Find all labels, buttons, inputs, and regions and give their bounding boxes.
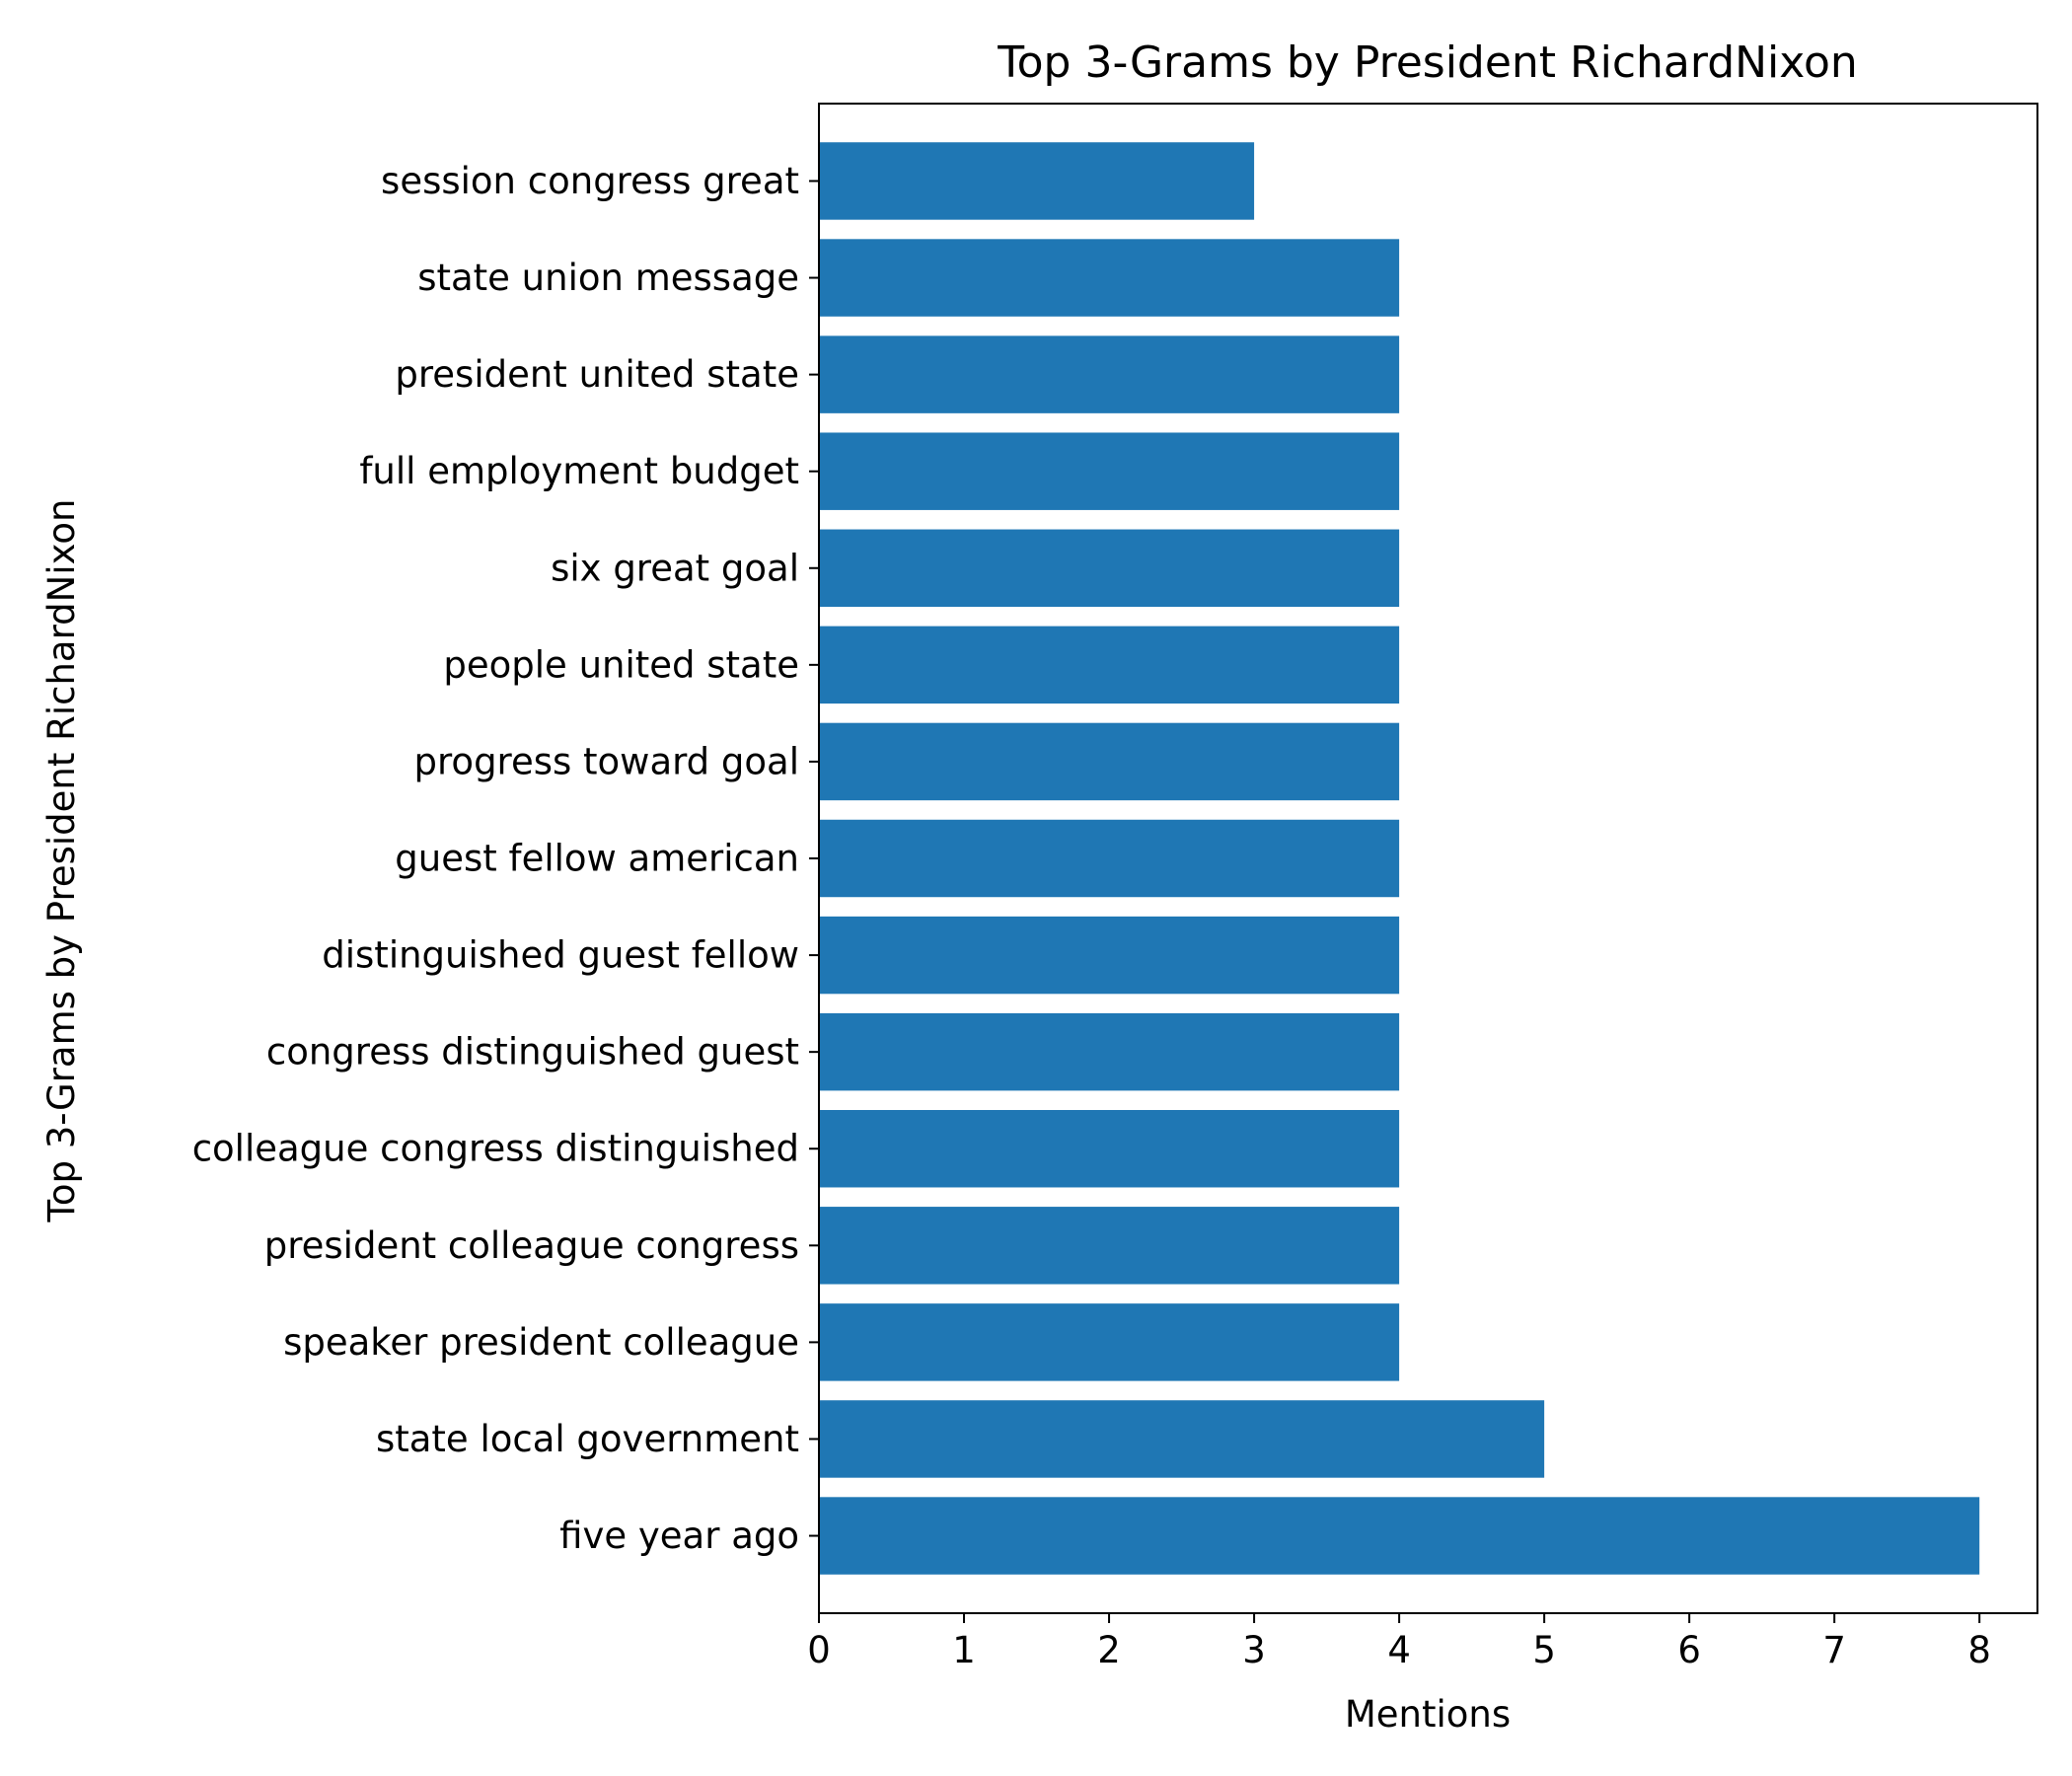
y-tick-label: people united state	[443, 643, 799, 686]
bar	[819, 142, 1255, 220]
x-axis-ticks: 0 1 2 3 4 5 6 7 8	[807, 1613, 1991, 1671]
x-tick-label: 0	[807, 1629, 831, 1671]
y-tick-label: congress distinguished guest	[266, 1031, 799, 1073]
chart-title: Top 3-Grams by President RichardNixon	[997, 37, 1858, 88]
bar	[819, 1012, 1400, 1091]
x-tick-label: 1	[952, 1629, 976, 1671]
x-tick-label: 6	[1677, 1629, 1701, 1671]
bar	[819, 1207, 1400, 1285]
y-tick-label: colleague congress distinguished	[192, 1128, 799, 1170]
x-tick-label: 3	[1242, 1629, 1266, 1671]
bars-group	[819, 142, 1980, 1575]
bar	[819, 819, 1400, 898]
x-tick-label: 7	[1822, 1629, 1846, 1671]
y-tick-label: full employment budget	[359, 450, 799, 492]
bar	[819, 239, 1400, 317]
bar	[819, 916, 1400, 995]
y-tick-label: five year ago	[559, 1515, 799, 1557]
bar	[819, 432, 1400, 510]
y-tick-label: session congress great	[381, 160, 799, 202]
y-tick-label: six great goal	[551, 547, 799, 589]
y-axis-title: Top 3-Grams by President RichardNixon	[40, 499, 83, 1223]
y-tick-label: state local government	[376, 1418, 799, 1460]
bar	[819, 529, 1400, 607]
bar	[819, 1303, 1400, 1381]
bar	[819, 626, 1400, 704]
bar	[819, 1110, 1400, 1188]
bar	[819, 335, 1400, 413]
y-tick-label: president united state	[395, 353, 799, 396]
bar	[819, 722, 1400, 801]
y-tick-label: distinguished guest fellow	[322, 934, 799, 977]
bar	[819, 1497, 1980, 1575]
y-tick-label: speaker president colleague	[283, 1321, 799, 1364]
y-tick-label: state union message	[417, 257, 799, 299]
plot-frame	[818, 103, 2038, 1614]
x-tick-label: 5	[1532, 1629, 1556, 1671]
y-axis-ticks: five year ago state local government speak…	[192, 160, 819, 1557]
x-tick-label: 2	[1097, 1629, 1121, 1671]
x-tick-label: 4	[1387, 1629, 1411, 1671]
y-tick-label: progress toward goal	[414, 740, 799, 782]
y-tick-label: president colleague congress	[264, 1224, 799, 1267]
y-tick-label: guest fellow american	[395, 838, 799, 880]
bar	[819, 1400, 1545, 1478]
x-axis-title: Mentions	[1345, 1693, 1511, 1736]
x-tick-label: 8	[1967, 1629, 1991, 1671]
